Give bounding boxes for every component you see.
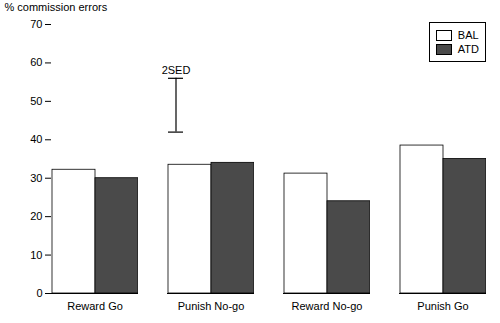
svg-text:Reward No-go: Reward No-go (292, 300, 363, 312)
svg-text:Punish Go: Punish Go (417, 300, 468, 312)
svg-text:Reward Go: Reward Go (67, 300, 123, 312)
svg-text:10: 10 (30, 249, 42, 261)
svg-text:50: 50 (30, 95, 42, 107)
html-text:BAL: BAL (457, 29, 479, 41)
svg-text:40: 40 (30, 133, 42, 145)
svg-text:Punish No-go: Punish No-go (178, 300, 245, 312)
svg-text:30: 30 (30, 172, 42, 184)
svg-text:70: 70 (30, 18, 42, 30)
html-text:ATD: ATD (457, 43, 479, 55)
svg-text:0: 0 (36, 287, 42, 299)
svg-text:% commission errors: % commission errors (5, 1, 108, 13)
svg-text:20: 20 (30, 210, 42, 222)
svg-text:2SED: 2SED (162, 64, 191, 76)
svg-text:60: 60 (30, 56, 42, 68)
